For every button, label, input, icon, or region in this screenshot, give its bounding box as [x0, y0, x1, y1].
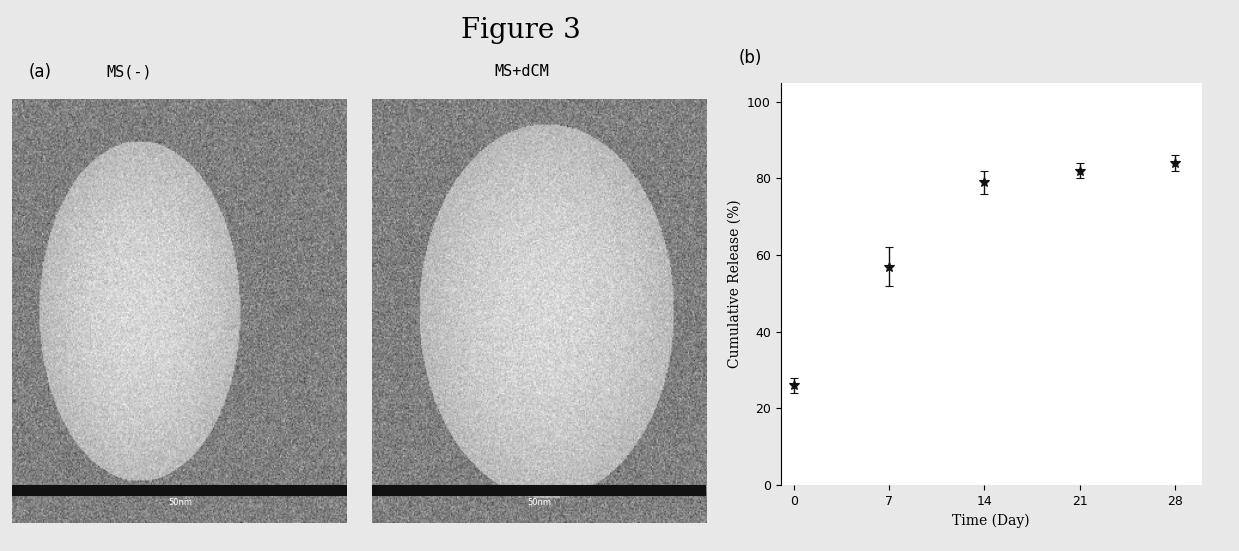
X-axis label: Time (Day): Time (Day) — [953, 513, 1030, 527]
Text: 50nm: 50nm — [528, 499, 551, 507]
Y-axis label: Cumulative Release (%): Cumulative Release (%) — [727, 199, 741, 368]
Text: (a): (a) — [30, 63, 52, 80]
Text: Figure 3: Figure 3 — [461, 17, 580, 44]
Text: (b): (b) — [738, 48, 762, 67]
Text: 50nm: 50nm — [169, 499, 192, 507]
Text: MS(-): MS(-) — [107, 64, 152, 79]
Text: MS+dCM: MS+dCM — [494, 64, 550, 79]
